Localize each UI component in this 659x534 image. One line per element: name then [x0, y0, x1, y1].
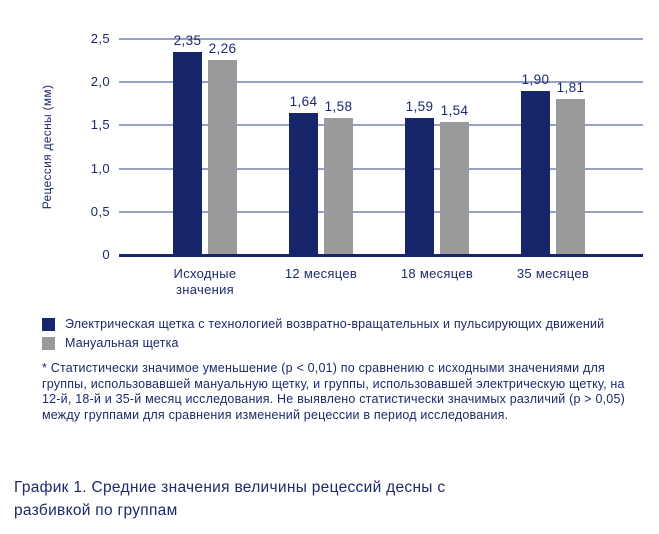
legend-item-electric-brush: Электрическая щетка с технологией возвра…: [42, 317, 604, 331]
y-axis-tick-label: 0: [102, 247, 110, 262]
bar-value-label: 1,58: [324, 99, 353, 115]
bar-value-label: 2,35: [173, 32, 202, 48]
x-axis-category-label: 18 месяцев: [400, 266, 474, 281]
x-axis-category-label: Исходные значения: [173, 266, 237, 297]
statistical-footnote: * Статистически значимое уменьшение (p <…: [42, 361, 625, 422]
gridline: [119, 210, 643, 213]
legend-swatch-electric-brush: [42, 317, 55, 331]
y-axis-tick-label: 1,5: [90, 117, 110, 133]
bar-value-label: 1,64: [289, 94, 318, 110]
bar-electric-brush: [405, 117, 434, 255]
bar-electric-brush: [521, 90, 550, 255]
x-axis-category-label: 35 месяцев: [516, 266, 590, 281]
bar-value-label: 1,81: [556, 79, 585, 95]
legend-label-manual-brush: Мануальная щетка: [65, 336, 179, 350]
y-axis-tick-label: 2,5: [90, 31, 110, 46]
gridline: [119, 167, 643, 170]
x-axis-category-label: 12 месяцев: [284, 266, 358, 281]
y-axis-tick-label: 0,5: [90, 203, 110, 219]
y-axis-tick-label: 2,0: [90, 74, 110, 90]
bar-value-label: 2,26: [208, 40, 237, 56]
bar-manual-brush: [440, 121, 469, 255]
bar-manual-brush: [208, 59, 237, 255]
bar-value-label: 1,90: [521, 71, 550, 87]
legend: Электрическая щетка с технологией возвра…: [42, 317, 604, 355]
bar-electric-brush: [289, 113, 318, 255]
x-axis-line: [119, 254, 643, 257]
bar-manual-brush: [556, 98, 585, 255]
bar-value-label: 1,59: [405, 98, 434, 114]
bar-electric-brush: [173, 51, 202, 255]
bar-manual-brush: [324, 118, 353, 255]
legend-label-electric-brush: Электрическая щетка с технологией возвра…: [65, 317, 605, 331]
bar-chart: Рецессия десны (мм) 0 0,5 1,0 1,5 2,0 2,5 2,35…: [40, 31, 643, 297]
y-axis-title: Рецессия десны (мм): [40, 84, 54, 210]
y-axis-tick-label: 1,0: [90, 160, 110, 176]
figure-caption: График 1. Средние значения величины реце…: [14, 479, 446, 519]
bar-value-label: 1,54: [440, 102, 469, 118]
gridline: [119, 124, 643, 127]
legend-item-manual-brush: Мануальная щетка: [42, 336, 604, 350]
gridline: [119, 38, 643, 40]
legend-swatch-manual-brush: [42, 336, 55, 350]
gridline: [119, 81, 643, 84]
